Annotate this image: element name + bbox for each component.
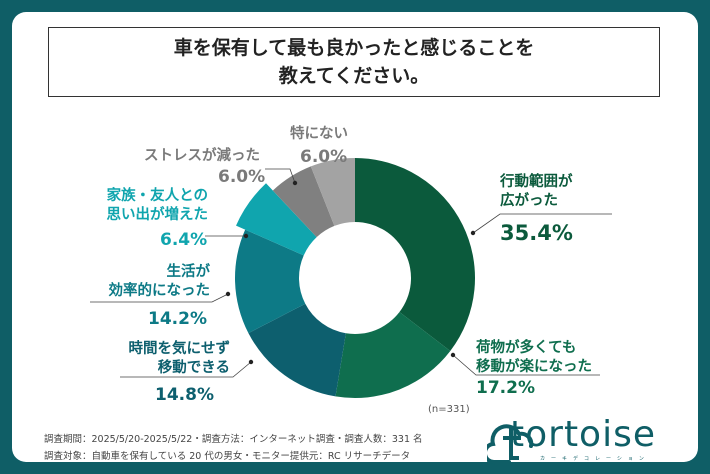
question-title: 車を保有して最も良かったと感じることを 教えてください。 bbox=[48, 27, 660, 97]
slice-label-line: 時間を気にせず bbox=[128, 341, 231, 357]
slice-label: 生活が効率的になった bbox=[80, 263, 211, 301]
leader-dot bbox=[225, 291, 231, 297]
slice-label: ストレスが減った bbox=[120, 147, 260, 166]
leader-dot bbox=[470, 230, 476, 236]
slice-value-label: 17.2% bbox=[476, 378, 535, 398]
slice-value-label: 6.0% bbox=[300, 147, 348, 167]
donut-slice bbox=[355, 158, 476, 351]
logo-icon bbox=[487, 424, 534, 465]
leader-line bbox=[120, 361, 252, 378]
slice-label-line: 移動が楽になった bbox=[476, 359, 592, 375]
slice-label: 行動範囲が 広がった bbox=[500, 173, 573, 211]
leader-dot bbox=[248, 359, 254, 365]
slice-value-label: 14.2% bbox=[148, 309, 207, 329]
title-line-2: 教えてください。 bbox=[278, 65, 430, 87]
slice-label: 家族・友人との 思い出が増えた bbox=[80, 187, 209, 225]
slice-label-line: 移動できる bbox=[157, 360, 230, 376]
slice-label-line: 荷物が多くても bbox=[476, 340, 577, 356]
leader-line bbox=[265, 168, 296, 184]
slice-label-line: 家族・友人との bbox=[106, 188, 208, 204]
logo-subtext: カーキデコレーション bbox=[540, 456, 650, 462]
slice-label-line: 行動範囲が bbox=[500, 174, 573, 190]
logo-text: tortoise bbox=[510, 414, 656, 455]
leader-line bbox=[472, 213, 612, 234]
donut-slice bbox=[248, 303, 346, 397]
leader-line bbox=[452, 354, 600, 376]
footer-survey-target: 調査対象：自動車を保有している 20 代の男女・モニター提供元：RC リサーチデ… bbox=[44, 451, 411, 462]
leader-line bbox=[90, 293, 229, 303]
donut-slice bbox=[236, 183, 317, 256]
slice-value-label: 14.8% bbox=[155, 385, 214, 405]
slice-label-line: 効率的になった bbox=[108, 283, 211, 299]
donut-slice bbox=[335, 312, 451, 399]
donut-slice bbox=[272, 166, 335, 238]
slice-value-label: 6.0% bbox=[218, 167, 266, 187]
donut-slice bbox=[310, 158, 355, 226]
slice-value-label: 6.4% bbox=[160, 230, 208, 250]
footer-survey-period: 調査期間：2025/5/20-2025/5/22・調査方法：インターネット調査・… bbox=[44, 434, 423, 445]
slice-label-line: 思い出が増えた bbox=[106, 207, 209, 223]
slice-label-line: 生活が bbox=[166, 264, 211, 280]
slice-label: 特にない bbox=[280, 125, 348, 144]
leader-dot bbox=[292, 180, 298, 186]
slice-value-label: 35.4% bbox=[500, 221, 573, 245]
leader-dot bbox=[243, 233, 249, 239]
slice-label-line: 広がった bbox=[500, 193, 558, 209]
slice-label: 荷物が多くても 移動が楽になった bbox=[476, 339, 592, 377]
leader-dot bbox=[450, 352, 456, 358]
slice-label-line: 特にない bbox=[290, 126, 348, 142]
slice-label-line: ストレスが減った bbox=[144, 148, 260, 164]
title-line-1: 車を保有して最も良かったと感じることを bbox=[173, 37, 535, 59]
slice-label: 時間を気にせず移動できる bbox=[100, 340, 231, 378]
donut-slice bbox=[235, 229, 306, 334]
sample-size: (n=331) bbox=[428, 404, 470, 415]
